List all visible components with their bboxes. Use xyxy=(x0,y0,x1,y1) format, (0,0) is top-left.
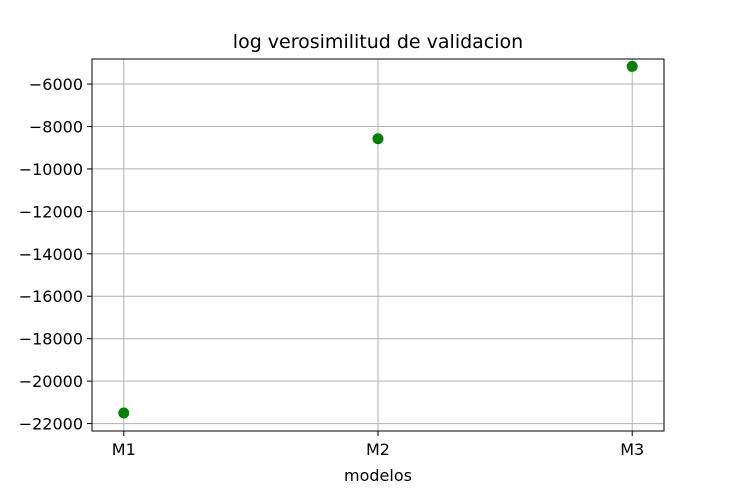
y-axis-ticks: −22000 −20000 −18000 −16000 −14000 −12000 −100… xyxy=(19,75,92,434)
y-tick-label: −18000 xyxy=(19,330,83,349)
plot-frame xyxy=(91,58,665,432)
chart-title: log verosimilitud de validacion xyxy=(233,31,523,53)
y-tick-label: −22000 xyxy=(19,415,83,434)
data-point xyxy=(626,60,638,72)
y-tick-label: −12000 xyxy=(19,202,83,221)
grid-lines xyxy=(92,59,664,431)
data-points xyxy=(118,60,638,419)
x-tick-label: M3 xyxy=(620,440,644,459)
y-tick-label: −16000 xyxy=(19,287,83,306)
data-point xyxy=(372,133,384,145)
x-axis-ticks: M1 M2 M3 xyxy=(112,431,644,459)
x-tick-label: M1 xyxy=(112,440,136,459)
x-axis-label: modelos xyxy=(344,466,412,485)
y-tick-label: −14000 xyxy=(19,245,83,264)
y-tick-label: −6000 xyxy=(29,75,83,94)
y-tick-label: −10000 xyxy=(19,160,83,179)
x-tick-label: M2 xyxy=(366,440,390,459)
y-tick-label: −20000 xyxy=(19,372,83,391)
y-tick-label: −8000 xyxy=(29,117,83,136)
data-point xyxy=(118,407,130,419)
